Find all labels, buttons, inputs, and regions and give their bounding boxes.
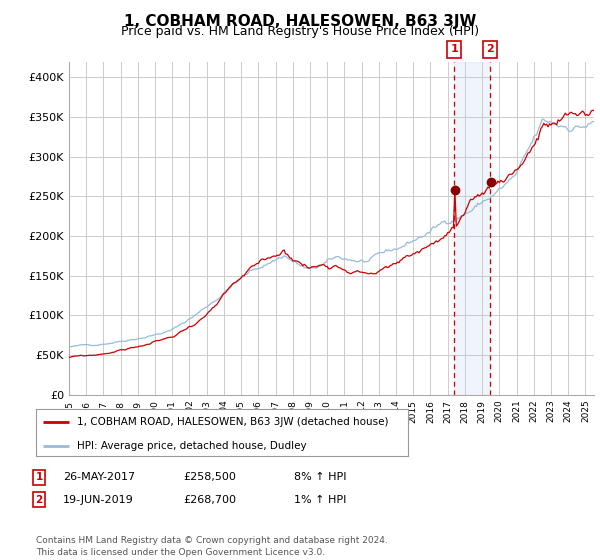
Text: 1% ↑ HPI: 1% ↑ HPI <box>294 494 346 505</box>
Text: £258,500: £258,500 <box>183 472 236 482</box>
Bar <box>454 62 490 395</box>
Text: 1: 1 <box>35 472 43 482</box>
Text: £268,700: £268,700 <box>183 494 236 505</box>
Text: HPI: Average price, detached house, Dudley: HPI: Average price, detached house, Dudl… <box>77 441 307 451</box>
Text: 2: 2 <box>486 44 494 54</box>
Text: 19-JUN-2019: 19-JUN-2019 <box>63 494 134 505</box>
Text: 2: 2 <box>35 494 43 505</box>
Text: 8% ↑ HPI: 8% ↑ HPI <box>294 472 347 482</box>
Text: Price paid vs. HM Land Registry's House Price Index (HPI): Price paid vs. HM Land Registry's House … <box>121 25 479 38</box>
Text: 26-MAY-2017: 26-MAY-2017 <box>63 472 135 482</box>
Text: Contains HM Land Registry data © Crown copyright and database right 2024.
This d: Contains HM Land Registry data © Crown c… <box>36 536 388 557</box>
Text: 1, COBHAM ROAD, HALESOWEN, B63 3JW (detached house): 1, COBHAM ROAD, HALESOWEN, B63 3JW (deta… <box>77 417 388 427</box>
Text: 1: 1 <box>451 44 458 54</box>
Text: 1, COBHAM ROAD, HALESOWEN, B63 3JW: 1, COBHAM ROAD, HALESOWEN, B63 3JW <box>124 14 476 29</box>
